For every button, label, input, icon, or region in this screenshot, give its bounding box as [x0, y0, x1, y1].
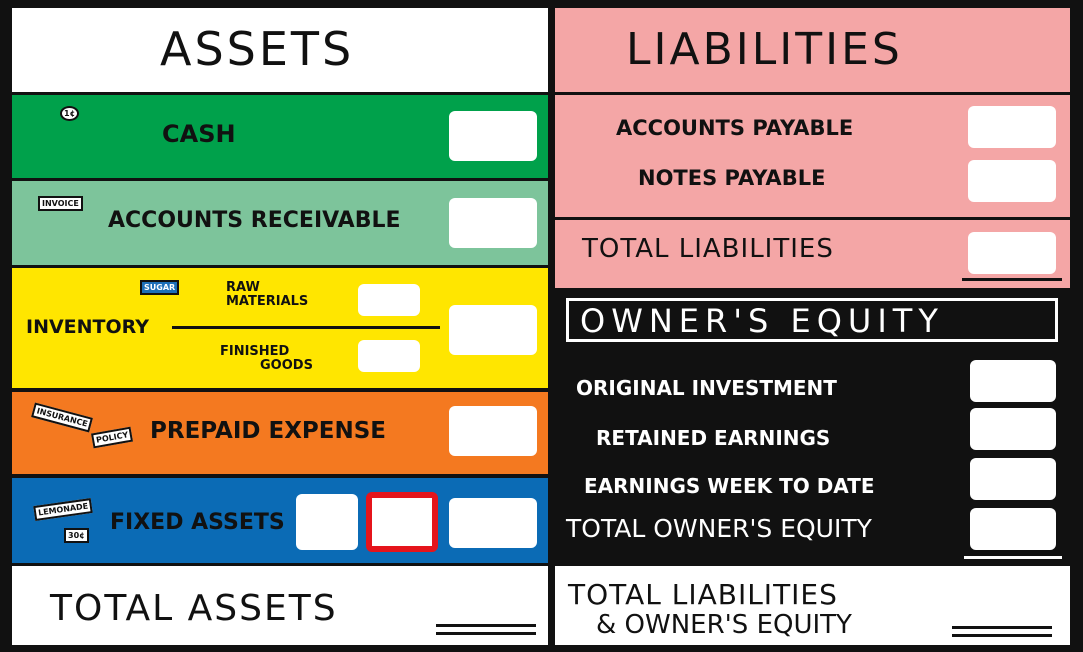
original-investment-input[interactable]	[970, 360, 1056, 402]
total-assets-label: TOTAL ASSETS	[50, 588, 338, 629]
total-owners-equity-input[interactable]	[970, 508, 1056, 550]
owners-equity-title: OWNER'S EQUITY	[580, 302, 944, 340]
divider	[172, 326, 440, 329]
accounts-receivable-label: ACCOUNTS RECEIVABLE	[108, 208, 401, 233]
raw-materials-label: RAW	[226, 280, 260, 295]
notes-payable-label: NOTES PAYABLE	[638, 166, 826, 190]
owners-equity-title-box	[566, 298, 1058, 342]
prepaid-expense-label: PREPAID EXPENSE	[150, 418, 387, 444]
cash-input[interactable]	[449, 111, 537, 161]
underline	[436, 632, 536, 635]
fixed-assets-input-selected[interactable]	[366, 492, 438, 552]
cash-icon: 1¢	[60, 106, 80, 121]
inventory-label: INVENTORY	[26, 316, 150, 338]
notes-payable-input[interactable]	[968, 160, 1056, 202]
accounts-receivable-input[interactable]	[449, 198, 537, 248]
grand-total-label: & OWNER'S EQUITY	[596, 610, 852, 640]
underline	[436, 624, 536, 627]
accounts-payable-label: ACCOUNTS PAYABLE	[616, 116, 854, 140]
liabilities-title: LIABILITIES	[626, 24, 903, 75]
finished-goods-label: FINISHED	[220, 344, 290, 359]
total-liabilities-input[interactable]	[968, 232, 1056, 274]
accounts-payable-input[interactable]	[968, 106, 1056, 148]
total-liabilities-label: TOTAL LIABILITIES	[582, 234, 834, 264]
invoice-icon: INVOICE	[38, 196, 83, 211]
finished-goods-input[interactable]	[358, 340, 420, 372]
fixed-assets-input[interactable]	[296, 494, 358, 550]
grand-total-label: TOTAL LIABILITIES	[568, 578, 838, 611]
total-owners-equity-label: TOTAL OWNER'S EQUITY	[566, 514, 872, 543]
sugar-icon: SUGAR	[140, 280, 180, 295]
original-investment-label: ORIGINAL INVESTMENT	[576, 376, 837, 400]
assets-title: ASSETS	[160, 22, 355, 76]
grand-total-row	[555, 566, 1070, 645]
raw-materials-input[interactable]	[358, 284, 420, 316]
inventory-input[interactable]	[449, 305, 537, 355]
earnings-week-to-date-label: EARNINGS WEEK TO DATE	[584, 474, 875, 498]
raw-materials-label: MATERIALS	[226, 294, 309, 309]
retained-earnings-label: RETAINED EARNINGS	[596, 426, 831, 450]
divider	[555, 92, 1070, 95]
total-assets-row	[12, 566, 548, 645]
underline	[952, 634, 1052, 637]
prepaid-expense-input[interactable]	[449, 406, 537, 456]
assets-header	[12, 8, 548, 92]
underline	[962, 278, 1062, 281]
fixed-assets-label: FIXED ASSETS	[110, 510, 285, 535]
cash-label: CASH	[162, 120, 236, 148]
underline	[964, 556, 1062, 559]
price-icon: 30¢	[64, 528, 89, 543]
underline	[952, 626, 1052, 629]
finished-goods-label: GOODS	[260, 358, 313, 373]
retained-earnings-input[interactable]	[970, 408, 1056, 450]
earnings-week-to-date-input[interactable]	[970, 458, 1056, 500]
fixed-assets-total-input[interactable]	[449, 498, 537, 548]
divider	[555, 217, 1070, 220]
